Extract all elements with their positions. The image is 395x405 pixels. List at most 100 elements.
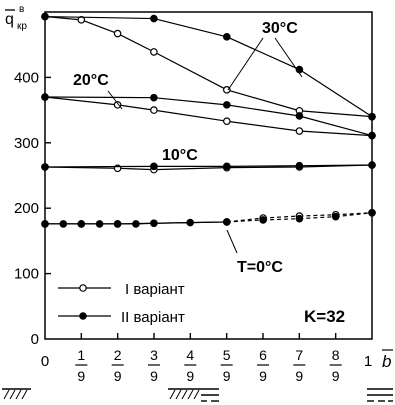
y-tick-label: 200 xyxy=(14,200,39,217)
series-segment xyxy=(153,51,228,91)
data-point xyxy=(41,93,49,101)
x-tick-numerator: 4 xyxy=(186,347,194,363)
data-point xyxy=(368,131,376,140)
series-segment xyxy=(226,104,300,117)
annotation-20c: 20°C xyxy=(73,72,109,89)
tick-group: 0 100 200 300 400 0 1 9 2 9 3 9 4 9 5 9 6 9 7 9 8 9 1 xyxy=(14,69,372,384)
data-point xyxy=(41,12,49,21)
series-segment xyxy=(226,36,300,71)
y-tick-label: 0 xyxy=(31,331,39,348)
series-segment xyxy=(44,96,118,106)
x-tick-denominator: 9 xyxy=(332,368,340,384)
series-segment xyxy=(117,33,155,53)
series-segment xyxy=(153,221,191,224)
data-point xyxy=(223,33,231,41)
data-point xyxy=(150,48,158,56)
data-point xyxy=(259,216,267,224)
data-point xyxy=(150,14,158,23)
series-segment xyxy=(299,214,336,217)
data-point xyxy=(223,86,231,94)
support-left-symbol xyxy=(2,388,31,400)
data-point xyxy=(41,220,49,228)
series-segment xyxy=(263,218,300,221)
data-point xyxy=(295,127,304,135)
y-tick-label: 300 xyxy=(14,135,39,152)
x-tick-denominator: 9 xyxy=(223,368,231,384)
x-tick-numerator: 2 xyxy=(114,347,122,363)
data-point xyxy=(186,218,194,227)
y-axis-main: q xyxy=(5,11,14,28)
legend: I варіант II варіант xyxy=(58,281,185,326)
x-tick-denominator: 9 xyxy=(186,368,194,384)
data-point xyxy=(295,161,304,170)
series-segment xyxy=(117,104,154,111)
y-axis-superscript: в xyxy=(19,4,24,15)
x-tick-numerator: 3 xyxy=(150,347,158,363)
x-tick-denominator: 9 xyxy=(150,368,158,384)
y-axis-title: q в кр xyxy=(5,4,27,32)
series-segment xyxy=(153,17,227,38)
x-axis-title: b xyxy=(382,349,393,371)
support-symbols xyxy=(2,388,393,402)
y-axis-subscript: кр xyxy=(17,21,27,32)
series-segment xyxy=(81,19,118,35)
legend-marker-open xyxy=(79,284,87,292)
legend-label-variant-2: II варіант xyxy=(121,309,185,326)
series-segment xyxy=(299,164,373,167)
series-segment xyxy=(226,165,300,167)
x-tick-numerator: 7 xyxy=(295,347,303,363)
data-point xyxy=(223,218,231,226)
data-point xyxy=(59,220,68,228)
series-segment xyxy=(226,217,264,223)
x-tick-numerator: 8 xyxy=(332,347,340,363)
x-tick-numerator: 1 xyxy=(77,347,85,363)
data-point xyxy=(150,219,158,228)
series-segment xyxy=(299,130,373,137)
series-segment xyxy=(190,221,227,224)
annotation-10c: 10°C xyxy=(162,147,198,164)
series-segment xyxy=(335,212,373,218)
data-point xyxy=(113,220,122,228)
data-point xyxy=(223,117,231,126)
legend-label-variant-1: I варіант xyxy=(125,281,185,298)
support-right-symbol xyxy=(367,388,393,402)
series-segment xyxy=(153,167,227,171)
series-segment xyxy=(226,219,264,223)
annotation-30c-pointer-2 xyxy=(274,37,303,78)
data-point xyxy=(368,208,376,217)
data-point xyxy=(132,220,140,228)
x-tick-label: 0 xyxy=(41,353,49,370)
data-point xyxy=(368,161,376,169)
corner-label: K=32 xyxy=(304,307,345,326)
annotation-30c-pointer-1 xyxy=(227,37,264,91)
series-segment xyxy=(44,15,154,20)
data-point xyxy=(223,101,231,109)
data-point xyxy=(368,112,376,121)
annotations: 30°C 20°C 10°C T=0°C xyxy=(73,20,303,276)
data-point xyxy=(223,162,231,171)
data-point xyxy=(331,212,340,221)
annotation-30c: 30°C xyxy=(262,20,298,37)
x-tick-label: 1 xyxy=(364,353,372,370)
x-tick-numerator: 5 xyxy=(223,347,231,363)
series-segment xyxy=(226,89,300,112)
series-segment xyxy=(299,69,373,118)
legend-marker-filled xyxy=(79,312,87,320)
series-segment xyxy=(263,215,300,219)
series-segment xyxy=(226,166,300,169)
data-point xyxy=(295,214,304,223)
y-tick-label: 400 xyxy=(14,69,39,86)
series-segment xyxy=(117,167,154,171)
series-segment xyxy=(299,216,336,220)
x-tick-denominator: 9 xyxy=(114,368,122,384)
data-point xyxy=(95,220,104,228)
data-point xyxy=(41,163,49,171)
annotation-20c-pointer xyxy=(107,90,123,110)
annotation-0c: T=0°C xyxy=(237,259,283,276)
data-point xyxy=(113,101,122,109)
data-point xyxy=(113,29,122,38)
data-point xyxy=(150,93,158,102)
x-tick-denominator: 9 xyxy=(259,368,267,384)
support-middle-symbol xyxy=(168,388,219,402)
